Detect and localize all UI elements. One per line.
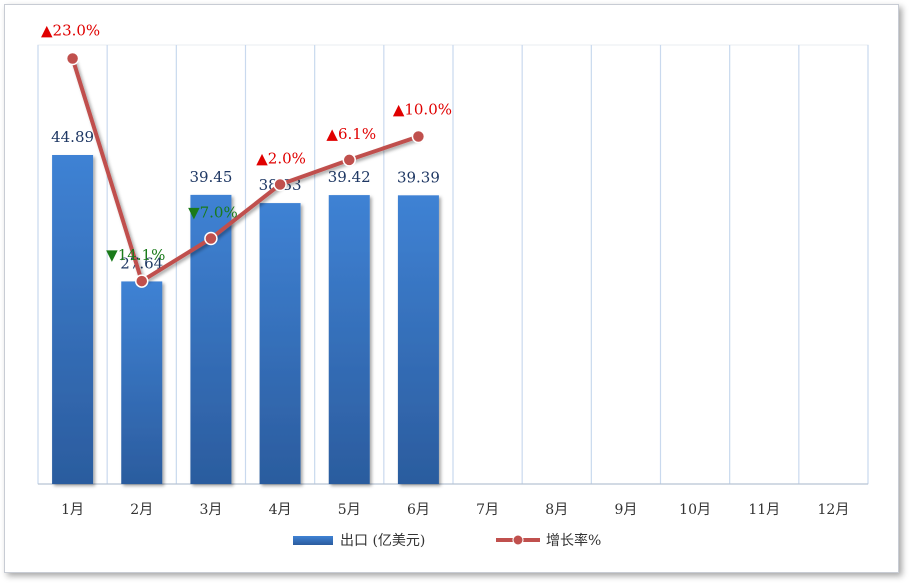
x-tick-label: 8月 <box>545 502 568 518</box>
growth-point-2 <box>135 274 149 288</box>
growth-point-4 <box>273 177 287 192</box>
bar-4 <box>259 203 301 484</box>
bar-2 <box>121 281 163 484</box>
legend-bar-swatch <box>293 536 333 545</box>
legend: 出口 (亿美元) 增长率% <box>293 532 601 549</box>
growth-point-6 <box>411 129 426 144</box>
growth-line <box>70 57 420 284</box>
bar-6 <box>397 195 439 484</box>
bar-value-label: 44.89 <box>51 128 94 146</box>
growth-label: ▼7.0% <box>188 204 238 222</box>
growth-label: ▲6.1% <box>326 125 376 143</box>
x-tick-label: 5月 <box>338 502 361 518</box>
x-tick-label: 1月 <box>61 502 84 518</box>
bar-value-label: 39.39 <box>397 168 440 186</box>
bar-value-label: 39.45 <box>189 168 232 186</box>
legend-bar-label: 出口 (亿美元) <box>340 533 425 549</box>
legend-line-marker <box>512 534 524 546</box>
x-tick-label: 10月 <box>679 502 711 518</box>
growth-label: ▲10.0% <box>393 101 452 119</box>
growth-label: ▼14.1% <box>106 246 165 264</box>
x-tick-label: 11月 <box>748 502 780 518</box>
x-tick-label: 12月 <box>818 502 850 518</box>
bar-5 <box>328 195 370 484</box>
growth-point-3 <box>204 231 218 246</box>
bar-value-label: 27.64 <box>120 254 163 272</box>
growth-point-1 <box>65 51 80 66</box>
bar-1 <box>52 155 94 484</box>
growth-label: ▲2.0% <box>256 150 306 168</box>
x-tick-label: 4月 <box>269 502 292 518</box>
x-tick-label: 3月 <box>199 502 222 518</box>
legend-line-label: 增长率% <box>546 532 601 549</box>
x-tick-label: 6月 <box>407 502 430 518</box>
growth-point-5 <box>342 153 356 167</box>
x-tick-label: 2月 <box>130 502 153 518</box>
x-tick-label: 7月 <box>476 502 499 518</box>
bar-value-label: 39.42 <box>328 168 371 186</box>
growth-label: ▲23.0% <box>41 22 100 40</box>
x-tick-label: 9月 <box>614 502 637 518</box>
